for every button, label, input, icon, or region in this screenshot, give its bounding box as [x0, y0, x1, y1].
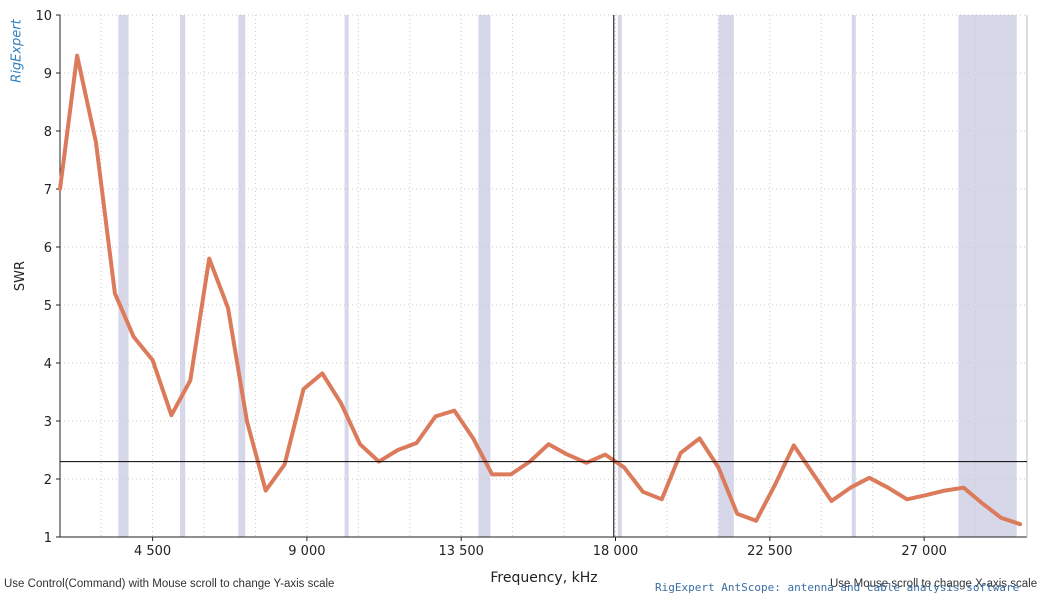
y-axis-label: SWR [13, 261, 28, 291]
logo-text: RigExpert [9, 19, 25, 83]
y-tick-label: 2 [44, 473, 52, 488]
band-0 [118, 15, 129, 537]
x-scale-hint: Use Mouse scroll to change X-axis scale [830, 578, 1038, 590]
band-8 [958, 15, 1017, 537]
brand-footer: RigExpert AntScope: antenna and cable an… [655, 581, 1020, 594]
y-tick-label: 10 [35, 9, 52, 24]
band-2 [238, 15, 246, 537]
y-tick-label: 8 [44, 125, 52, 140]
band-1 [180, 15, 186, 537]
band-6 [718, 15, 734, 537]
x-tick-labels: 4 500 9 000 13 500 18 000 22 500 27 000 [134, 544, 947, 559]
y-tick-label: 3 [44, 415, 52, 430]
grid-lines [60, 14, 1027, 537]
swr-series-line [58, 53, 1023, 527]
x-tick-label: 22 500 [747, 544, 793, 559]
cursor-crosshair[interactable] [60, 15, 1027, 537]
y-tick-label: 5 [44, 299, 52, 314]
y-tick-label: 4 [44, 357, 52, 372]
x-tick-label: 4 500 [134, 544, 171, 559]
swr-curve [58, 53, 1023, 527]
band-4 [478, 15, 491, 537]
amateur-band-highlights [118, 15, 1017, 537]
y-tick-label: 1 [44, 531, 52, 546]
x-tick-label: 27 000 [901, 544, 947, 559]
y-tick-label: 7 [44, 183, 52, 198]
x-tick-label: 18 000 [593, 544, 639, 559]
y-tick-label: 9 [44, 67, 52, 82]
band-5 [617, 15, 622, 537]
y-scale-hint: Use Control(Command) with Mouse scroll t… [4, 578, 335, 590]
y-tick-label: 6 [44, 241, 52, 256]
x-tick-label: 9 000 [288, 544, 325, 559]
band-7 [851, 15, 856, 537]
x-axis-label: Frequency, kHz [490, 570, 597, 586]
rigexpert-logo: RigExpert [6, 6, 28, 96]
axes [56, 14, 1028, 541]
x-tick-label: 13 500 [438, 544, 484, 559]
band-3 [344, 15, 349, 537]
y-tick-labels: 1 2 3 4 5 6 7 8 9 10 [35, 9, 52, 546]
